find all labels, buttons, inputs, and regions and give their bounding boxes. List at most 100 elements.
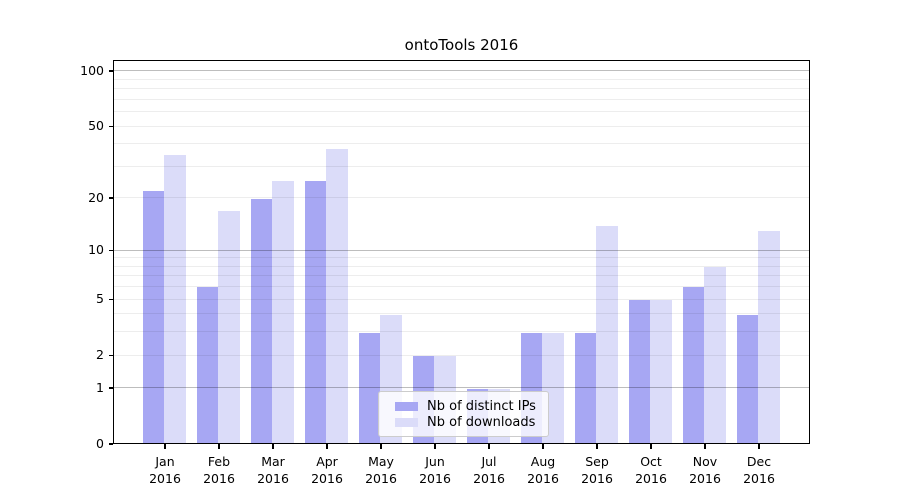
x-tick-year: 2016 (689, 471, 721, 486)
bar-mar-downloads (272, 181, 294, 443)
bar-apr-distinct-ips (304, 181, 327, 443)
x-tick-mark-oct (650, 444, 652, 449)
x-tick-label-apr: Apr 2016 (295, 453, 359, 487)
bar-apr-downloads (326, 148, 348, 443)
plot-area (113, 60, 810, 444)
bar-oct-downloads (650, 299, 672, 443)
bar-may-distinct-ips (358, 332, 381, 443)
x-tick-label-may: May 2016 (349, 453, 413, 487)
x-tick-year: 2016 (581, 471, 613, 486)
legend: Nb of distinct IPs Nb of downloads (378, 391, 549, 437)
legend-swatch-downloads (395, 417, 418, 427)
legend-swatch-distinct-ips (395, 401, 418, 411)
x-tick-mark-sep (596, 444, 598, 449)
gridline-80 (114, 88, 809, 90)
x-tick-year: 2016 (419, 471, 451, 486)
x-tick-label-dec: Dec 2016 (727, 453, 791, 487)
bar-sep-downloads (596, 225, 618, 443)
gridline-6 (114, 286, 809, 288)
x-tick-mark-may (380, 444, 382, 449)
bar-dec-distinct-ips (736, 314, 759, 443)
x-tick-label-jun: Jun 2016 (403, 453, 467, 487)
x-tick-label-aug: Aug 2016 (511, 453, 575, 487)
y-tick-mark-10 (108, 249, 113, 251)
gridline-5 (114, 298, 809, 300)
gridline-60 (114, 111, 809, 113)
x-tick-label-nov: Nov 2016 (673, 453, 737, 487)
bar-jan-distinct-ips (142, 191, 165, 443)
y-tick-mark-2 (108, 354, 113, 356)
y-tick-mark-50 (108, 125, 113, 127)
bar-jan-downloads (164, 154, 186, 443)
x-tick-month: Jun (425, 454, 445, 469)
gridline-10 (114, 249, 809, 251)
x-tick-mark-jan (164, 444, 166, 449)
x-tick-mark-jul (488, 444, 490, 449)
x-tick-month: Jul (481, 454, 497, 469)
y-tick-label-1: 1 (96, 379, 104, 395)
x-tick-year: 2016 (473, 471, 505, 486)
x-tick-label-sep: Sep 2016 (565, 453, 629, 487)
x-tick-mark-dec (758, 444, 760, 449)
x-tick-year: 2016 (203, 471, 235, 486)
legend-label: Nb of distinct IPs (427, 398, 536, 414)
bar-dec-downloads (758, 231, 780, 443)
bar-nov-distinct-ips (682, 287, 705, 443)
x-tick-label-mar: Mar 2016 (241, 453, 305, 487)
y-tick-label-100: 100 (80, 63, 104, 78)
x-tick-year: 2016 (743, 471, 775, 486)
gridline-8 (114, 265, 809, 267)
x-tick-label-oct: Oct 2016 (619, 453, 683, 487)
x-tick-year: 2016 (149, 471, 181, 486)
gridline-90 (114, 78, 809, 80)
y-tick-label-5: 5 (96, 291, 104, 307)
x-tick-month: Aug (530, 454, 556, 469)
gridline-4 (114, 313, 809, 315)
bar-oct-distinct-ips (628, 299, 651, 443)
x-tick-year: 2016 (527, 471, 559, 486)
x-tick-mark-nov (704, 444, 706, 449)
gridline-1 (114, 387, 809, 389)
y-tick-label-2: 2 (96, 347, 104, 363)
x-tick-month: Oct (640, 454, 662, 469)
x-tick-month: Apr (316, 454, 338, 469)
legend-item-downloads: Nb of downloads (389, 414, 540, 430)
x-tick-label-jul: Jul 2016 (457, 453, 521, 487)
x-tick-year: 2016 (311, 471, 343, 486)
x-tick-mark-aug (542, 444, 544, 449)
y-tick-label-20: 20 (88, 189, 104, 205)
bar-sep-distinct-ips (574, 332, 597, 443)
gridline-70 (114, 98, 809, 100)
x-tick-mark-jun (434, 444, 436, 449)
x-tick-year: 2016 (257, 471, 289, 486)
x-tick-month: Sep (585, 454, 609, 469)
gridline-7 (114, 275, 809, 277)
x-tick-month: Nov (692, 454, 718, 469)
gridline-2 (114, 354, 809, 356)
y-tick-label-50: 50 (88, 118, 104, 134)
gridline-100 (114, 70, 809, 72)
x-tick-label-feb: Feb 2016 (187, 453, 251, 487)
y-tick-mark-1 (108, 387, 113, 389)
x-tick-mark-mar (272, 444, 274, 449)
chart-title: ontoTools 2016 (404, 36, 519, 54)
x-tick-year: 2016 (635, 471, 667, 486)
gridline-40 (114, 143, 809, 145)
y-tick-label-10: 10 (88, 242, 104, 258)
y-tick-label-0: 0 (96, 436, 104, 451)
x-tick-month: Dec (746, 454, 772, 469)
x-tick-mark-apr (326, 444, 328, 449)
x-tick-month: May (368, 454, 394, 469)
bar-nov-downloads (704, 267, 726, 443)
gridline-9 (114, 257, 809, 259)
y-tick-mark-0 (108, 443, 113, 445)
x-tick-month: Mar (261, 454, 285, 469)
gridline-20 (114, 197, 809, 199)
bar-feb-distinct-ips (196, 287, 219, 443)
legend-item-distinct-ips: Nb of distinct IPs (389, 398, 540, 414)
x-tick-year: 2016 (365, 471, 397, 486)
y-tick-mark-5 (108, 298, 113, 300)
x-tick-month: Feb (207, 454, 231, 469)
bar-feb-downloads (218, 211, 240, 443)
gridline-30 (114, 165, 809, 167)
